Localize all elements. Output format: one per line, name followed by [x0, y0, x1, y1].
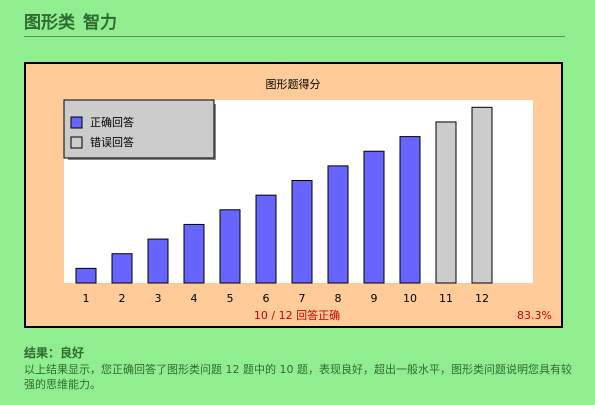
bar-1: [75, 267, 97, 284]
chart-panel: 图形题得分 1 2 3 4 5 6 7 8 9 10 11 12 正确回答 错误回答 10 / 12 …: [24, 62, 563, 328]
x-tick-12: 12: [475, 292, 489, 305]
x-tick-7: 7: [299, 292, 306, 305]
percent-label: 83.3%: [517, 309, 552, 322]
x-tick-labels: 1 2 3 4 5 6 7 8 9 10 11 12: [83, 292, 490, 305]
x-tick-3: 3: [155, 292, 162, 305]
x-tick-10: 10: [403, 292, 417, 305]
result-heading: 结果：良好: [24, 346, 85, 360]
page-title-category: 图形类: [24, 13, 75, 33]
bar-2: [111, 253, 133, 284]
result-text: 以上结果显示，您正确回答了图形类问题 12 题中的 10 题，表现良好，超出一般…: [24, 363, 572, 391]
x-tick-9: 9: [371, 292, 378, 305]
legend-box: [63, 99, 215, 159]
bar-5: [219, 209, 241, 284]
chart-title: 图形题得分: [266, 78, 321, 91]
legend-label-correct: 正确回答: [90, 115, 134, 129]
legend-label-wrong: 错误回答: [90, 135, 134, 149]
x-tick-8: 8: [335, 292, 342, 305]
x-tick-11: 11: [439, 292, 453, 305]
legend-swatch-correct: [70, 116, 83, 129]
legend-swatch-wrong: [70, 136, 83, 149]
x-tick-1: 1: [83, 292, 90, 305]
score-bar-chart: 图形题得分 1 2 3 4 5 6 7 8 9 10 11 12 正确回答 错误回答 10 / 12 …: [63, 78, 552, 322]
x-tick-5: 5: [227, 292, 234, 305]
bar-7: [291, 180, 313, 284]
bar-10: [399, 136, 421, 284]
legend: 正确回答 错误回答: [63, 99, 216, 160]
x-tick-4: 4: [191, 292, 198, 305]
score-label: 10 / 12 回答正确: [254, 308, 340, 322]
x-tick-2: 2: [119, 292, 126, 305]
page-title-subject: 智力: [83, 13, 117, 33]
bar-6: [255, 194, 277, 284]
bar-8: [327, 165, 349, 284]
page-title: 图形类 智力: [24, 8, 117, 33]
bar-12: [471, 106, 493, 284]
bars-group: [75, 106, 493, 284]
bar-11: [435, 121, 457, 284]
x-tick-6: 6: [263, 292, 270, 305]
bar-3: [147, 238, 169, 284]
bar-4: [183, 223, 205, 284]
title-divider: [24, 36, 565, 37]
bar-9: [363, 150, 385, 284]
